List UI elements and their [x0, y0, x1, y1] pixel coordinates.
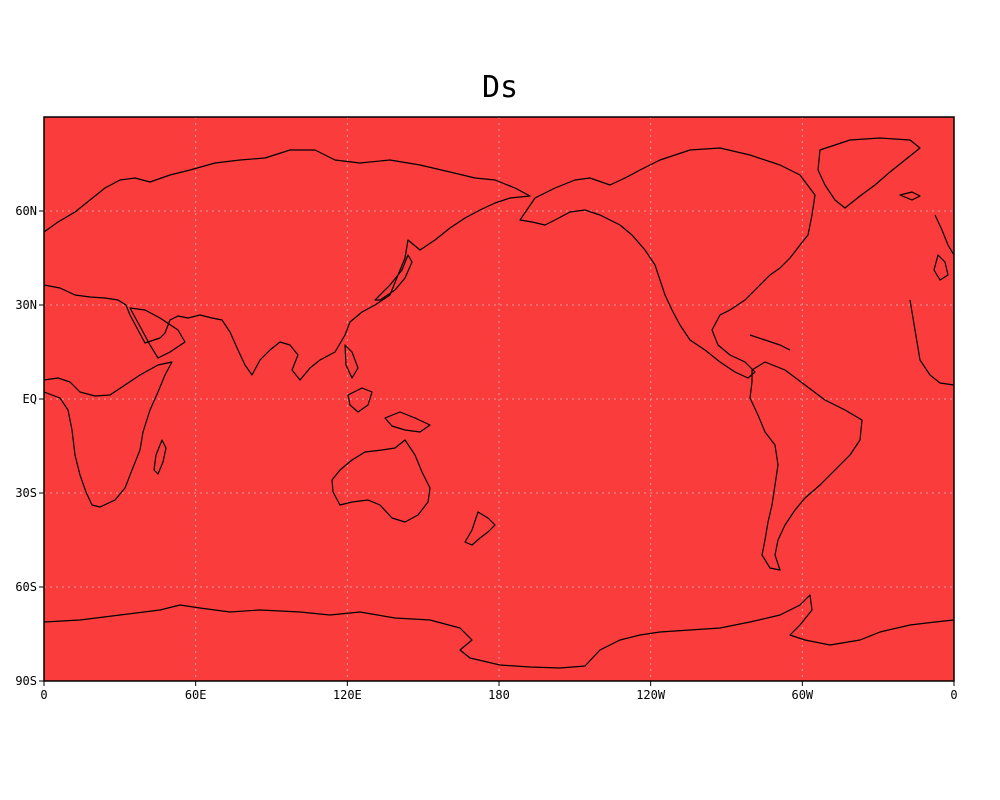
coastline-eurasia	[43, 149, 531, 381]
axis-ticks: 0 60E 120E 180 120W 60W 0 60N 30N EQ 30S 60S 90S	[15, 204, 957, 702]
coastline-africa	[43, 361, 173, 508]
y-tick-label: 60S	[15, 580, 37, 594]
x-tick-label: 180	[488, 688, 510, 702]
coastline-europe-north	[934, 214, 955, 256]
coastline-south-america	[749, 361, 863, 571]
coastline-north-america	[519, 147, 816, 379]
coastline-japan	[374, 254, 413, 301]
y-tick-label: 30N	[15, 298, 37, 312]
coastline-greenland	[817, 137, 921, 209]
gridlines	[44, 117, 954, 681]
y-tick-label: 90S	[15, 674, 37, 688]
coastline-europe-west	[909, 299, 955, 386]
coastline-madagascar	[153, 439, 167, 475]
y-tick-label: 30S	[15, 486, 37, 500]
coastline-philippines	[344, 344, 359, 379]
x-tick-label: 0	[40, 688, 47, 702]
map-title: Ds	[481, 70, 519, 105]
x-tick-label: 120W	[636, 688, 666, 702]
coastlines	[43, 137, 955, 669]
x-tick-label: 60E	[185, 688, 207, 702]
coastline-antarctica	[43, 594, 955, 669]
coastline-new-zealand	[464, 511, 496, 546]
x-tick-label: 120E	[333, 688, 362, 702]
coastline-new-guinea	[384, 411, 431, 433]
coastline-iceland	[899, 191, 921, 201]
coastline-uk	[933, 254, 949, 281]
x-tick-label: 0	[950, 688, 957, 702]
x-tick-label: 60W	[791, 688, 813, 702]
coastline-arabia	[129, 307, 186, 359]
coastline-australia	[331, 439, 431, 523]
y-tick-label: 60N	[15, 204, 37, 218]
y-tick-label: EQ	[23, 392, 37, 406]
coastline-borneo	[347, 387, 373, 413]
coastline-caribbean	[749, 334, 791, 351]
